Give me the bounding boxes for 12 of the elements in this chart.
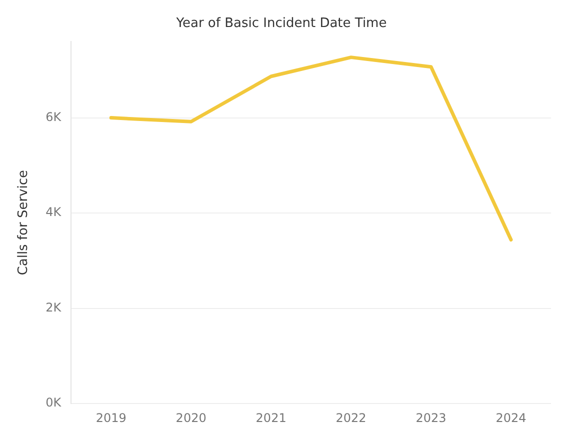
x-tick-label: 2019 <box>96 410 126 425</box>
y-tick-label: 2K <box>46 300 62 314</box>
x-tick-label: 2023 <box>416 410 446 425</box>
y-tick-label: 6K <box>46 110 62 124</box>
y-axis-title: Calls for Service <box>16 170 32 276</box>
x-tick-label: 2024 <box>496 410 526 425</box>
y-tick-label: 4K <box>46 205 62 220</box>
chart-title: Year of Basic Incident Date Time <box>175 16 387 32</box>
x-tick-label: 2021 <box>256 410 286 425</box>
x-tick-label: 2020 <box>176 410 206 425</box>
x-tick-label: 2022 <box>336 410 366 425</box>
y-tick-label: 0K <box>46 396 62 410</box>
